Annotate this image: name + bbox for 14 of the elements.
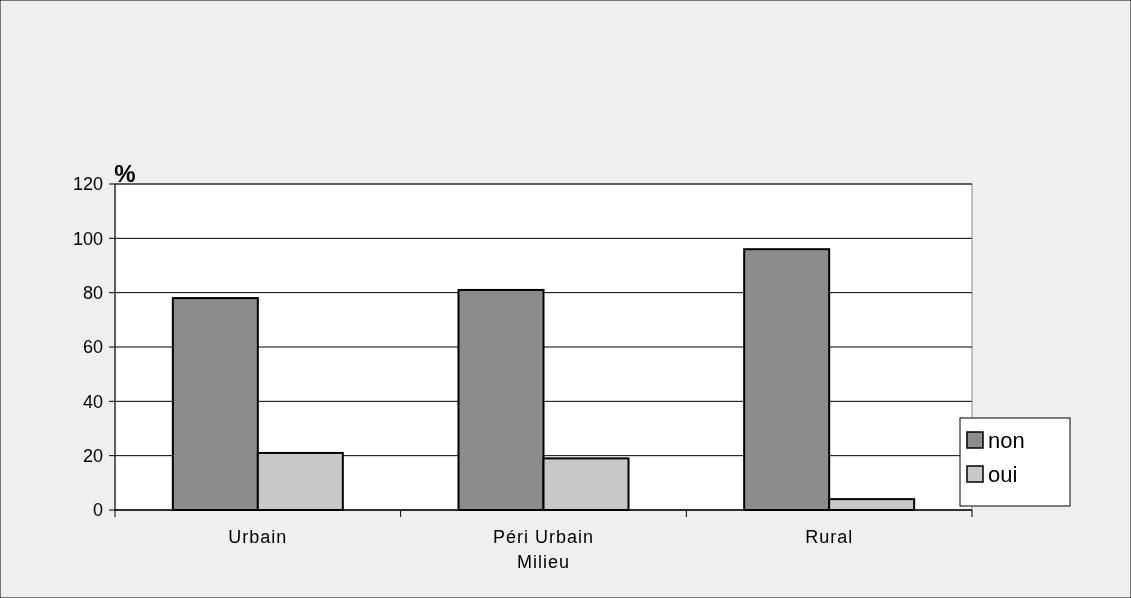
x-tick-label: Péri Urbain (492, 527, 595, 547)
y-tick-label: 0 (92, 500, 103, 521)
x-axis-title: Milieu (516, 552, 571, 572)
y-axis-title: % (114, 160, 136, 187)
x-tick-label: Rural (805, 527, 854, 547)
y-tick-label: 100 (72, 228, 103, 249)
y-tick-label: 40 (82, 391, 103, 412)
y-tick-label: 20 (82, 445, 103, 466)
legend-label: oui (988, 461, 1018, 487)
y-tick-label: 80 (82, 282, 103, 303)
y-tick-label: 120 (72, 174, 103, 195)
y-tick-label: 60 (82, 337, 103, 358)
legend-label: non (988, 427, 1025, 453)
x-tick-label: Urbain (228, 527, 288, 547)
